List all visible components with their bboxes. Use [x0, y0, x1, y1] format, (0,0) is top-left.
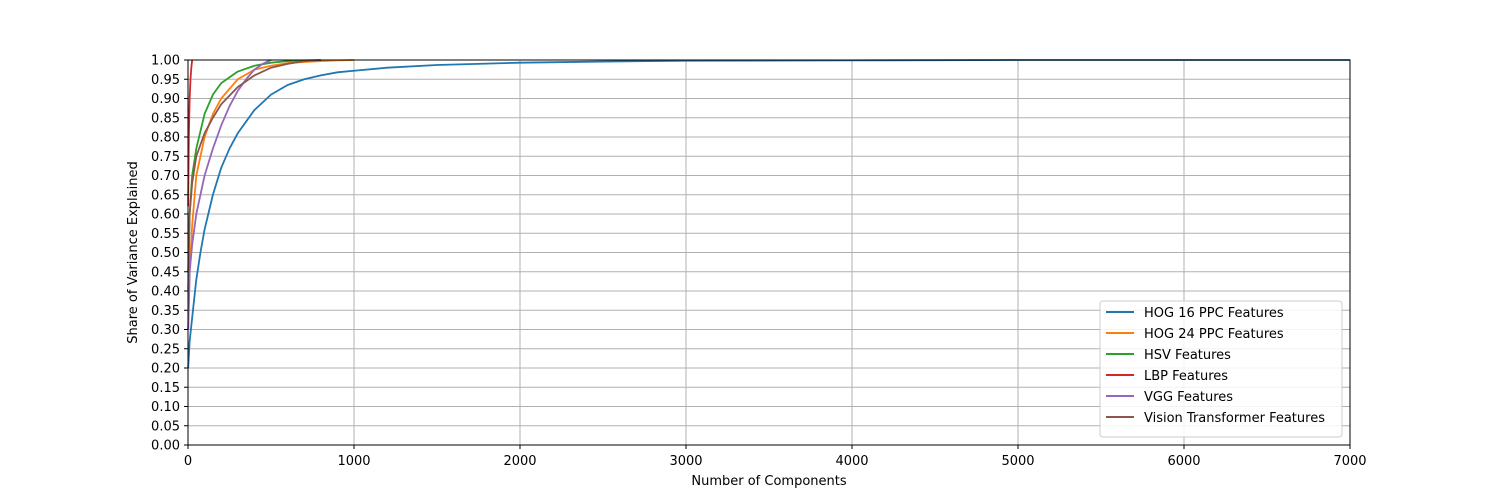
x-axis-ticks: 0 1000 2000 3000 4000 5000 6000 7000	[184, 445, 1367, 469]
x-tick-label: 0	[184, 454, 192, 469]
x-tick-label: 7000	[1333, 454, 1366, 469]
legend-label: Vision Transformer Features	[1144, 411, 1325, 426]
y-tick-label: 0.20	[151, 362, 180, 377]
y-tick-label: 0.45	[151, 265, 180, 280]
y-axis-title: Share of Variance Explained	[126, 161, 141, 343]
series-line-vgg-features	[187, 59, 272, 330]
x-tick-label: 5000	[1001, 454, 1034, 469]
y-tick-label: 0.10	[151, 400, 180, 415]
y-tick-label: 0.65	[151, 188, 180, 203]
y-tick-label: 0.25	[151, 342, 180, 357]
y-tick-label: 0.30	[151, 323, 180, 338]
x-tick-label: 4000	[835, 454, 868, 469]
x-axis-title: Number of Components	[691, 474, 846, 489]
legend: HOG 16 PPC Features HOG 24 PPC Features HS…	[1099, 300, 1343, 438]
legend-label: HSV Features	[1144, 348, 1231, 363]
legend-label: LBP Features	[1144, 369, 1228, 384]
y-tick-label: 0.55	[151, 227, 180, 242]
series-line-vision-transformer-features	[187, 59, 321, 272]
y-tick-label: 0.00	[151, 439, 180, 454]
legend-box	[1099, 300, 1343, 438]
series-lines	[187, 59, 1350, 369]
series-line-lbp-features	[187, 59, 194, 207]
y-tick-label: 0.35	[151, 304, 180, 319]
y-tick-label: 0.40	[151, 285, 180, 300]
x-tick-label: 6000	[1167, 454, 1200, 469]
series-line-hog-16-ppc-features	[187, 59, 1350, 369]
y-tick-label: 0.50	[151, 246, 180, 261]
x-tick-label: 1000	[337, 454, 370, 469]
y-tick-label: 1.00	[151, 54, 180, 69]
legend-label: VGG Features	[1144, 390, 1233, 405]
series-line-hog-24-ppc-features	[187, 59, 355, 330]
y-axis-ticks: 0.00 0.05 0.10 0.15 0.20 0.25 0.30 0.35 0.40 0.45…	[151, 54, 188, 454]
x-tick-label: 3000	[669, 454, 702, 469]
y-tick-label: 0.90	[151, 92, 180, 107]
y-tick-label: 0.70	[151, 169, 180, 184]
y-tick-label: 0.95	[151, 73, 180, 88]
y-tick-label: 0.15	[151, 381, 180, 396]
y-tick-label: 0.05	[151, 419, 180, 434]
y-tick-label: 0.60	[151, 208, 180, 223]
series-line-hsv-features	[187, 59, 321, 292]
y-tick-label: 0.75	[151, 150, 180, 165]
y-tick-label: 0.85	[151, 111, 180, 126]
x-tick-label: 2000	[503, 454, 536, 469]
legend-label: HOG 16 PPC Features	[1144, 306, 1284, 321]
y-tick-label: 0.80	[151, 131, 180, 146]
legend-label: HOG 24 PPC Features	[1144, 327, 1284, 342]
